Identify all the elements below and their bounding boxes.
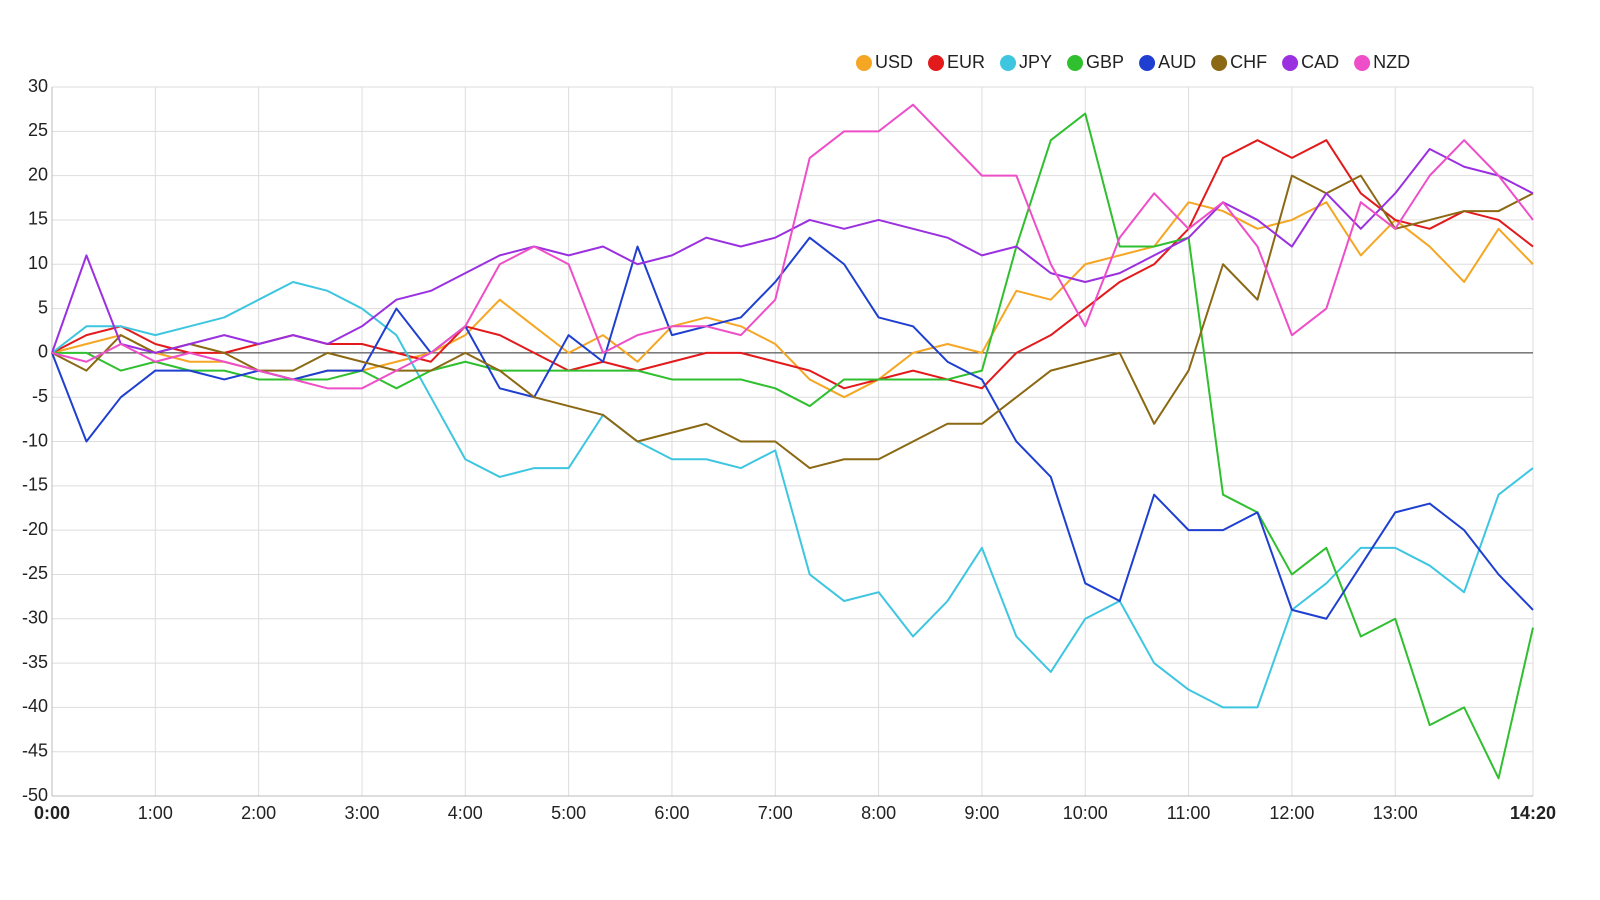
legend-label: CAD xyxy=(1301,52,1339,72)
x-tick-label: 8:00 xyxy=(861,803,896,823)
x-tick-label: 3:00 xyxy=(344,803,379,823)
y-tick-label: 5 xyxy=(38,297,48,317)
y-tick-label: 20 xyxy=(28,164,48,184)
x-tick-label: 10:00 xyxy=(1063,803,1108,823)
series-line xyxy=(51,280,1534,709)
x-tick-label: 5:00 xyxy=(551,803,586,823)
x-tick-label: 7:00 xyxy=(758,803,793,823)
y-tick-label: -5 xyxy=(32,386,48,406)
y-tick-label: 25 xyxy=(28,120,48,140)
legend-label: EUR xyxy=(947,52,985,72)
x-tick-label: 1:00 xyxy=(138,803,173,823)
legend-label: JPY xyxy=(1019,52,1052,72)
series-line xyxy=(51,236,1534,620)
y-tick-label: -15 xyxy=(22,475,48,495)
y-tick-label: -35 xyxy=(22,652,48,672)
y-tick-label: -45 xyxy=(22,740,48,760)
y-tick-label: -40 xyxy=(22,696,48,716)
legend-label: CHF xyxy=(1230,52,1267,72)
y-tick-label: -50 xyxy=(22,785,48,805)
y-tick-label: -25 xyxy=(22,563,48,583)
legend-marker xyxy=(1282,55,1299,71)
legend-marker xyxy=(1067,55,1084,71)
y-tick-label: -30 xyxy=(22,608,48,628)
legend-label: AUD xyxy=(1158,52,1196,72)
y-tick-label: 10 xyxy=(28,253,48,273)
y-tick-label: -10 xyxy=(22,430,48,450)
y-tick-label: 15 xyxy=(28,209,48,229)
legend-label: USD xyxy=(875,52,913,72)
legend-marker xyxy=(1000,55,1017,71)
series-line xyxy=(52,112,1534,780)
x-tick-label: 12:00 xyxy=(1269,803,1314,823)
x-tick-label: 14:20 xyxy=(1510,803,1556,823)
y-tick-label: 30 xyxy=(28,76,48,96)
x-tick-label: 2:00 xyxy=(241,803,276,823)
x-tick-label: 0:00 xyxy=(34,803,70,823)
series-line xyxy=(51,148,1534,354)
x-tick-label: 11:00 xyxy=(1167,803,1211,823)
legend-marker xyxy=(928,55,945,71)
y-tick-label: 0 xyxy=(38,342,48,362)
legend-label: NZD xyxy=(1373,52,1410,72)
legend-marker xyxy=(1139,55,1156,71)
legend-marker xyxy=(856,55,872,71)
x-tick-label: 9:00 xyxy=(964,803,999,823)
x-tick-label: 13:00 xyxy=(1373,803,1418,823)
legend-label: GBP xyxy=(1086,52,1124,72)
legend-marker xyxy=(1211,55,1228,71)
series-line xyxy=(51,103,1534,390)
x-tick-label: 6:00 xyxy=(654,803,689,823)
y-tick-label: -20 xyxy=(22,519,48,539)
series-line xyxy=(51,174,1534,470)
legend-marker xyxy=(1354,55,1371,71)
x-tick-label: 4:00 xyxy=(448,803,483,823)
